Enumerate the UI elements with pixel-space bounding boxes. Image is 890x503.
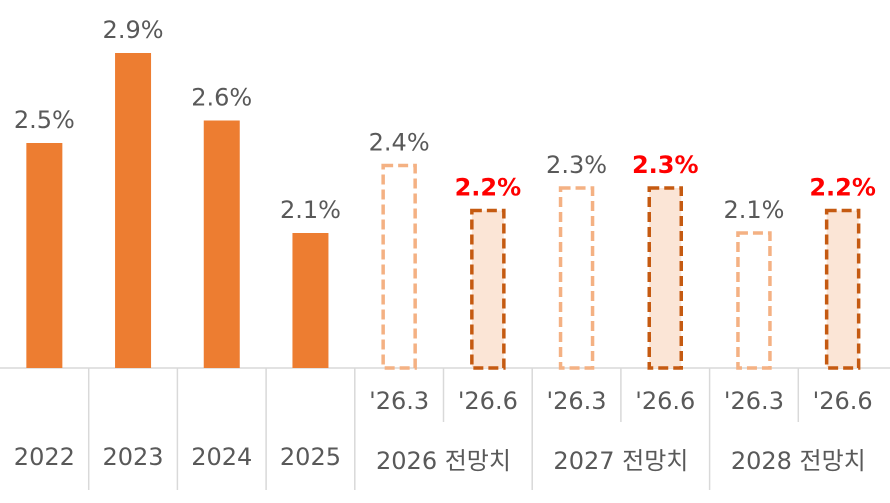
- group-label: 2027 전망치: [553, 447, 688, 475]
- value-label: 2.5%: [14, 106, 75, 134]
- value-label: 2.3%: [546, 151, 607, 179]
- sub-tick-label: '26.6: [458, 387, 518, 415]
- bar: [115, 53, 152, 368]
- x-tick-label: 2025: [280, 443, 341, 471]
- value-label: 2.6%: [191, 84, 252, 112]
- forecast-bar: [470, 208, 506, 370]
- bar: [203, 120, 240, 368]
- sub-tick-label: '26.3: [369, 387, 429, 415]
- forecast-bar: [381, 163, 417, 370]
- group-label: 2026 전망치: [376, 447, 511, 475]
- x-tick-label: 2024: [191, 443, 252, 471]
- forecast-bar: [824, 208, 861, 370]
- forecast-bar: [736, 231, 772, 370]
- sub-tick-label: '26.3: [724, 387, 784, 415]
- sub-tick-label: '26.3: [547, 387, 607, 415]
- value-label: 2.9%: [103, 16, 164, 44]
- value-label: 2.2%: [809, 174, 876, 202]
- sub-tick-label: '26.6: [635, 387, 695, 415]
- sub-tick-label: '26.6: [813, 387, 873, 415]
- x-tick-label: 2023: [103, 443, 164, 471]
- forecast-bar: [558, 186, 595, 370]
- bar: [26, 143, 63, 368]
- forecast-bar: [647, 186, 683, 370]
- bar: [292, 233, 329, 368]
- value-label: 2.3%: [632, 151, 699, 179]
- x-tick-label: 2022: [14, 443, 75, 471]
- value-label: 2.2%: [455, 174, 522, 202]
- value-label: 2.1%: [723, 196, 784, 224]
- value-label: 2.4%: [369, 129, 430, 157]
- value-label: 2.1%: [280, 196, 341, 224]
- group-label: 2028 전망치: [731, 447, 866, 475]
